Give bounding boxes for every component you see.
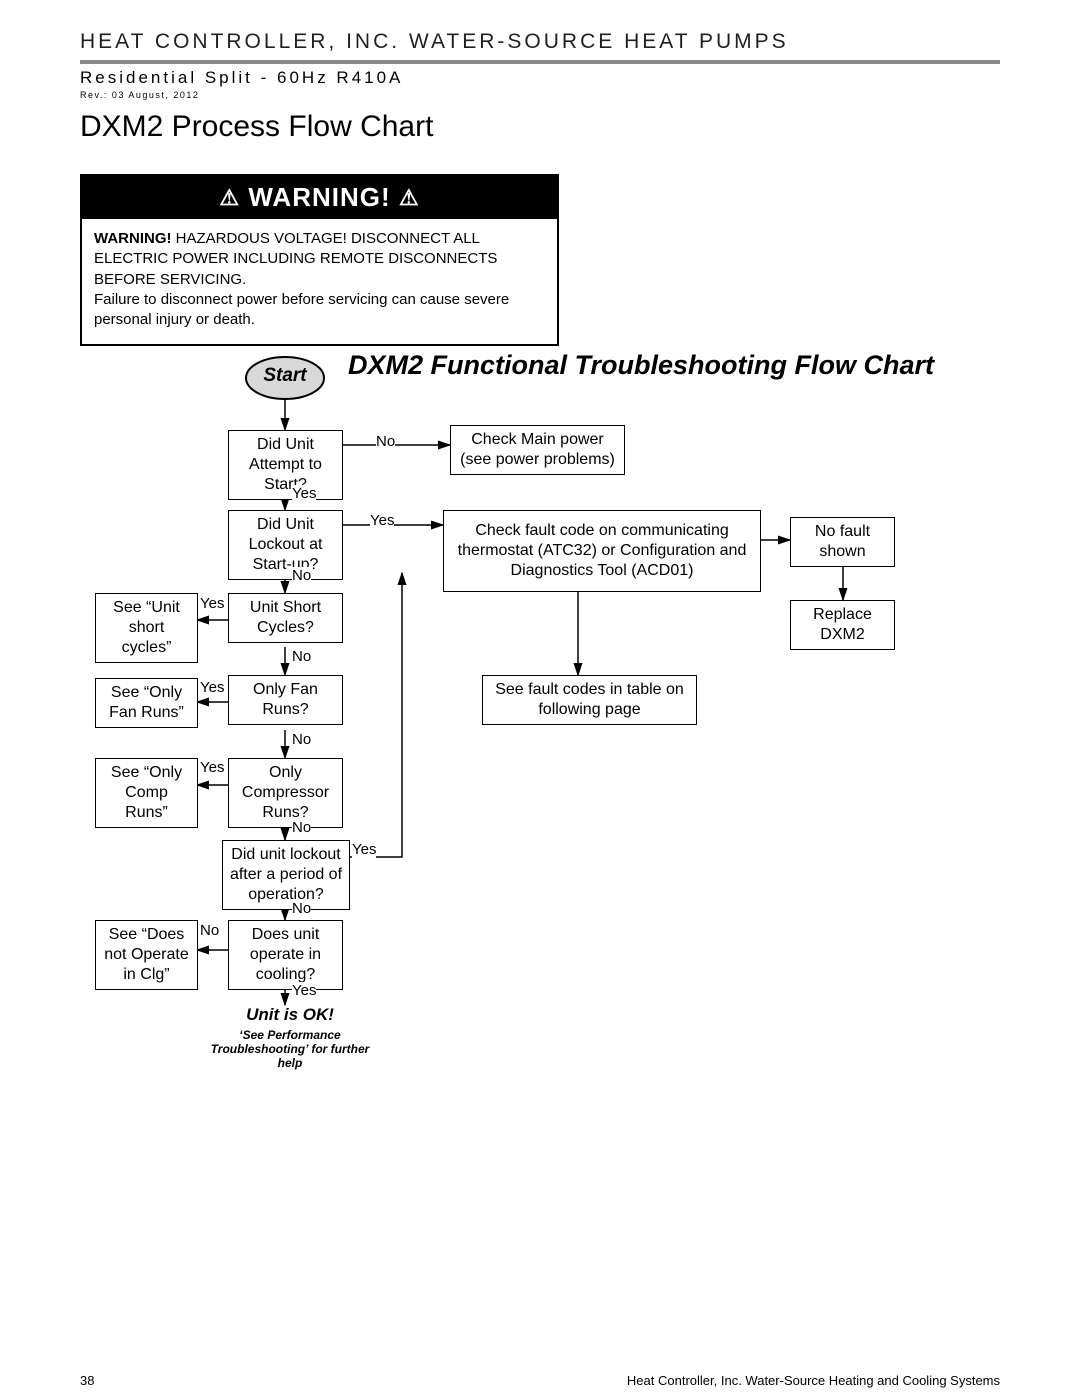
node-see-only-fan: See “Only Fan Runs” [95,678,198,728]
node-see-only-comp: See “Only Comp Runs” [95,758,198,828]
company-header: HEAT CONTROLLER, INC. WATER-SOURCE HEAT … [80,30,1000,54]
label-no: No [292,900,311,917]
label-yes: Yes [352,841,376,858]
revision: Rev.: 03 August, 2012 [80,90,1000,100]
node-only-fan: Only Fan Runs? [228,675,343,725]
warning-box: ⚠ WARNING! ⚠ WARNING! HAZARDOUS VOLTAGE!… [80,174,559,346]
node-check-main: Check Main power (see power problems) [450,425,625,475]
label-no: No [292,731,311,748]
node-check-fault: Check fault code on communicating thermo… [443,510,761,592]
page-title: DXM2 Process Flow Chart [80,110,1000,144]
warning-bold: WARNING! [94,230,172,247]
label-no: No [292,819,311,836]
node-see-not-clg: See “Does not Operate in Clg” [95,920,198,990]
node-short-cycles: Unit Short Cycles? [228,593,343,643]
rule [80,60,1000,64]
page-number: 38 [80,1373,94,1388]
node-fault-table: See fault codes in table on following pa… [482,675,697,725]
warning-icon: ⚠ [399,185,420,210]
label-no: No [376,433,395,450]
unit-ok-sub: ‘See Performance Troubleshooting’ for fu… [210,1028,370,1070]
node-only-comp: Only Compressor Runs? [228,758,343,828]
warning-icon: ⚠ [219,185,240,210]
node-attempt-start: Did Unit Attempt to Start? [228,430,343,500]
node-no-fault: No fault shown [790,517,895,567]
label-yes: Yes [370,512,394,529]
start-label: Start [244,365,326,387]
warning-head: ⚠ WARNING! ⚠ [82,176,557,219]
label-no: No [292,648,311,665]
warning-body: WARNING! HAZARDOUS VOLTAGE! DISCONNECT A… [82,219,557,344]
warning-line2: Failure to disconnect power before servi… [94,291,509,328]
footer-text: Heat Controller, Inc. Water-Source Heati… [627,1373,1000,1388]
node-does-cooling: Does unit operate in cooling? [228,920,343,990]
node-lockout-period: Did unit lockout after a period of opera… [222,840,350,910]
node-unit-ok: Unit is OK! ‘See Performance Troubleshoo… [210,1005,370,1070]
label-yes: Yes [200,679,224,696]
node-see-short: See “Unit short cycles” [95,593,198,663]
flowchart: Start DXM2 Functional Troubleshooting Fl… [90,345,1010,1315]
sub-header: Residential Split - 60Hz R410A [80,68,1000,88]
node-replace: Replace DXM2 [790,600,895,650]
label-yes: Yes [200,595,224,612]
label-no: No [292,567,311,584]
unit-ok-text: Unit is OK! [246,1005,334,1024]
label-yes: Yes [200,759,224,776]
flow-title: DXM2 Functional Troubleshooting Flow Cha… [348,350,948,381]
label-yes: Yes [292,485,316,502]
label-yes: Yes [292,982,316,999]
warning-head-text: WARNING! [248,182,390,212]
node-lockout-startup: Did Unit Lockout at Start-up? [228,510,343,580]
label-no: No [200,922,219,939]
